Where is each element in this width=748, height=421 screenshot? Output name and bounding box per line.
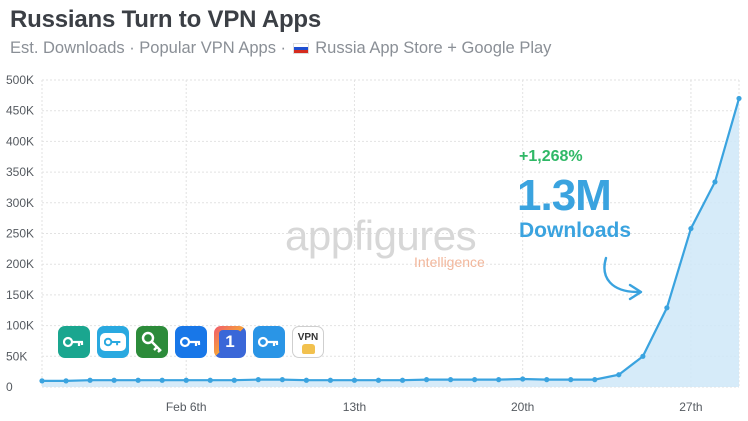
app-icon-label: 1 — [225, 332, 235, 351]
data-point — [207, 377, 213, 383]
data-point — [375, 377, 382, 383]
downloads-line — [42, 98, 741, 382]
data-point — [472, 377, 478, 383]
data-point — [63, 378, 69, 384]
chart-subtitle: Est. Downloads · Popular VPN Apps · Russ… — [10, 39, 551, 58]
russia-flag-icon — [292, 43, 309, 54]
y-tick-label: 100K — [6, 319, 34, 333]
watermark-brand: appfigures — [285, 212, 476, 259]
data-point — [399, 377, 406, 383]
downloads-label: Downloads — [519, 219, 631, 242]
data-point — [39, 378, 45, 384]
key-app-icon-cyan — [97, 326, 129, 358]
vpn-app-icon: VPN — [292, 326, 324, 358]
key-app-icon-lightblue — [253, 326, 285, 358]
downloads-area — [42, 98, 739, 388]
data-point — [183, 377, 189, 383]
data-point — [592, 377, 598, 383]
data-point — [255, 377, 261, 383]
data-point — [544, 377, 550, 383]
x-tick-label: 27th — [679, 400, 702, 414]
y-tick-label: 150K — [6, 288, 34, 302]
data-point — [568, 377, 574, 383]
data-point — [279, 377, 285, 383]
data-point — [520, 376, 526, 382]
data-point — [447, 377, 454, 383]
subtitle-text: Est. Downloads · Popular VPN Apps · — [10, 39, 287, 57]
data-point — [231, 377, 237, 383]
chart-grid — [41, 79, 740, 388]
y-tick-label: 200K — [6, 257, 34, 271]
y-tick-label: 0 — [6, 380, 13, 394]
total-downloads: 1.3M — [517, 171, 611, 220]
data-point — [688, 225, 694, 232]
subtitle-region: Russia App Store + Google Play — [315, 39, 552, 57]
x-axis: Feb 6th 13th 20th 27th — [166, 400, 703, 414]
y-tick-label: 400K — [6, 134, 34, 148]
data-point — [712, 179, 718, 185]
y-tick-label: 350K — [6, 165, 34, 179]
data-point — [616, 372, 622, 378]
y-tick-label: 450K — [6, 104, 34, 118]
growth-percent: +1,268% — [519, 148, 583, 165]
key-app-icon-blue — [175, 326, 207, 358]
app-icons-row: 1 VPN — [58, 326, 324, 358]
data-point — [135, 377, 141, 383]
x-tick-label: 20th — [511, 400, 534, 414]
data-point — [736, 95, 742, 102]
data-point — [640, 353, 646, 359]
key-app-icon-teal — [58, 326, 90, 358]
x-tick-label: Feb 6th — [166, 400, 207, 414]
shield-1-app-icon: 1 — [214, 326, 246, 358]
y-tick-label: 500K — [6, 73, 34, 87]
data-point — [87, 377, 93, 383]
data-point — [111, 377, 117, 383]
data-point — [303, 377, 309, 383]
data-point — [664, 305, 670, 311]
data-point — [159, 377, 165, 383]
key-app-icon-green — [136, 326, 168, 358]
data-point — [351, 377, 358, 383]
watermark-product: Intelligence — [414, 254, 485, 270]
y-tick-label: 300K — [6, 196, 34, 210]
y-axis: 0 50K 100K 150K 200K 250K 300K 350K 400K 450K 500K — [6, 73, 34, 394]
y-tick-label: 50K — [6, 349, 27, 363]
curved-arrow-icon — [603, 256, 640, 294]
chart-title: Russians Turn to VPN Apps — [10, 6, 322, 33]
app-icon-label: VPN — [297, 331, 319, 343]
x-tick-label: 13th — [343, 400, 366, 414]
data-point — [496, 377, 502, 383]
data-point — [327, 377, 334, 383]
y-tick-label: 250K — [6, 227, 34, 241]
data-points — [39, 95, 742, 384]
arrow-head-icon — [628, 283, 643, 301]
data-point — [423, 377, 430, 383]
